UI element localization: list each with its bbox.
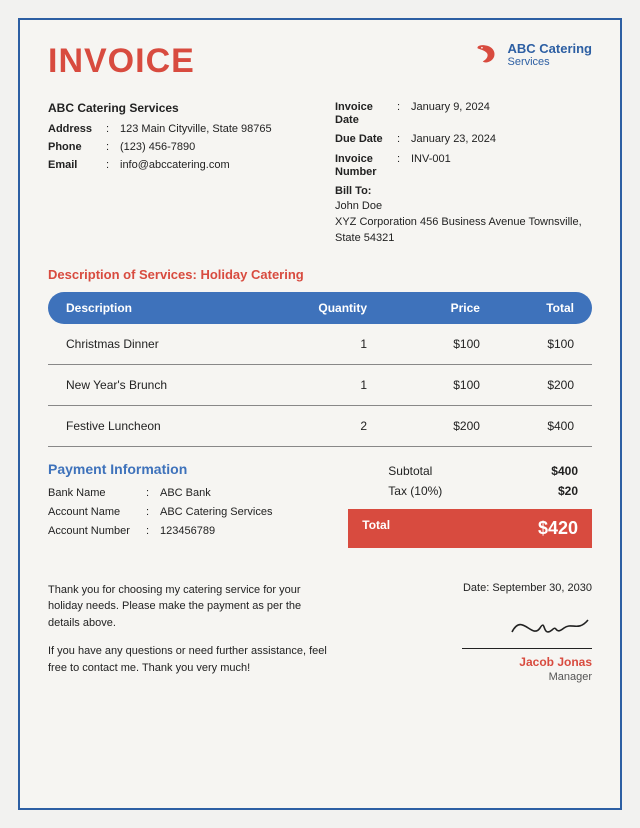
company-email-row: Email : info@abccatering.com	[48, 159, 305, 171]
shrimp-icon	[473, 42, 499, 68]
cell-desc: Festive Luncheon	[66, 419, 273, 433]
acct-name-row: Account Name : ABC Catering Services	[48, 506, 328, 518]
invoice-page: INVOICE ABC Catering Services ABC Cateri…	[18, 18, 622, 810]
cell-qty: 2	[273, 419, 367, 433]
total-label: Total	[362, 518, 390, 539]
col-total: Total	[480, 301, 574, 315]
thanks-text: Thank you for choosing my catering servi…	[48, 582, 328, 689]
subtotal-label: Subtotal	[388, 464, 432, 478]
col-quantity: Quantity	[273, 301, 367, 315]
email-value: info@abccatering.com	[120, 159, 305, 171]
sign-date: Date: September 30, 2030	[358, 582, 592, 594]
bank-value: ABC Bank	[160, 487, 211, 499]
company-phone-row: Phone : (123) 456-7890	[48, 141, 305, 153]
acct-name-value: ABC Catering Services	[160, 506, 273, 518]
signature-line	[462, 648, 592, 649]
payment-info: Payment Information Bank Name : ABC Bank…	[48, 461, 328, 548]
table-row: New Year's Brunch 1 $100 $200	[48, 365, 592, 406]
signature-block: Date: September 30, 2030 Jacob Jonas Man…	[358, 582, 592, 689]
due-date-label: Due Date	[335, 133, 397, 146]
cell-total: $400	[480, 419, 574, 433]
header-row: INVOICE ABC Catering Services	[48, 42, 592, 81]
cell-qty: 1	[273, 337, 367, 351]
subtotal-row: Subtotal $400	[348, 461, 592, 481]
bank-row: Bank Name : ABC Bank	[48, 487, 328, 499]
email-label: Email	[48, 159, 106, 171]
sign-role: Manager	[358, 671, 592, 683]
bill-to-label: Bill To:	[335, 185, 592, 197]
cell-price: $100	[367, 337, 480, 351]
total-value: $420	[538, 518, 578, 539]
invoice-number-row: Invoice Number : INV-001	[335, 153, 592, 179]
acct-name-label: Account Name	[48, 506, 146, 518]
tax-row: Tax (10%) $20	[348, 481, 592, 501]
cell-price: $200	[367, 419, 480, 433]
invoice-number-label: Invoice Number	[335, 153, 397, 179]
brand: ABC Catering Services	[473, 42, 592, 68]
phone-value: (123) 456-7890	[120, 141, 305, 153]
thanks-para-1: Thank you for choosing my catering servi…	[48, 582, 328, 632]
invoice-number-value: INV-001	[411, 153, 592, 179]
bill-to-name: John Doe	[335, 199, 592, 215]
signature-icon	[502, 610, 592, 642]
sign-name: Jacob Jonas	[358, 655, 592, 669]
invoice-meta: Invoice Date : January 9, 2024 Due Date …	[335, 101, 592, 247]
acct-num-row: Account Number : 123456789	[48, 525, 328, 537]
tax-value: $20	[558, 484, 578, 498]
invoice-date-label: Invoice Date	[335, 101, 397, 127]
cell-price: $100	[367, 378, 480, 392]
payment-title: Payment Information	[48, 461, 328, 477]
invoice-title: INVOICE	[48, 42, 195, 81]
address-value: 123 Main Cityville, State 98765	[120, 123, 305, 135]
col-description: Description	[66, 301, 273, 315]
company-info: ABC Catering Services Address : 123 Main…	[48, 101, 305, 247]
subtotal-value: $400	[551, 464, 578, 478]
brand-sub: Services	[507, 56, 592, 68]
due-date-value: January 23, 2024	[411, 133, 592, 146]
table-header: Description Quantity Price Total	[48, 292, 592, 324]
totals: Subtotal $400 Tax (10%) $20 Total $420	[348, 461, 592, 548]
company-address-row: Address : 123 Main Cityville, State 9876…	[48, 123, 305, 135]
cell-desc: Christmas Dinner	[66, 337, 273, 351]
footer-row: Thank you for choosing my catering servi…	[48, 582, 592, 689]
tax-label: Tax (10%)	[388, 484, 442, 498]
invoice-date-row: Invoice Date : January 9, 2024	[335, 101, 592, 127]
due-date-row: Due Date : January 23, 2024	[335, 133, 592, 146]
cell-total: $100	[480, 337, 574, 351]
table-row: Festive Luncheon 2 $200 $400	[48, 406, 592, 447]
bank-label: Bank Name	[48, 487, 146, 499]
address-label: Address	[48, 123, 106, 135]
cell-qty: 1	[273, 378, 367, 392]
brand-text: ABC Catering Services	[507, 42, 592, 68]
phone-label: Phone	[48, 141, 106, 153]
bill-to-address: XYZ Corporation 456 Business Avenue Town…	[335, 215, 592, 247]
info-row: ABC Catering Services Address : 123 Main…	[48, 101, 592, 247]
thanks-para-2: If you have any questions or need furthe…	[48, 643, 328, 676]
company-name: ABC Catering Services	[48, 101, 305, 115]
acct-num-value: 123456789	[160, 525, 215, 537]
bottom-row: Payment Information Bank Name : ABC Bank…	[48, 461, 592, 548]
cell-total: $200	[480, 378, 574, 392]
table-row: Christmas Dinner 1 $100 $100	[48, 324, 592, 365]
brand-name: ABC Catering	[507, 42, 592, 56]
col-price: Price	[367, 301, 480, 315]
cell-desc: New Year's Brunch	[66, 378, 273, 392]
total-bar: Total $420	[348, 509, 592, 548]
acct-num-label: Account Number	[48, 525, 146, 537]
invoice-date-value: January 9, 2024	[411, 101, 592, 127]
services-title: Description of Services: Holiday Caterin…	[48, 267, 592, 282]
